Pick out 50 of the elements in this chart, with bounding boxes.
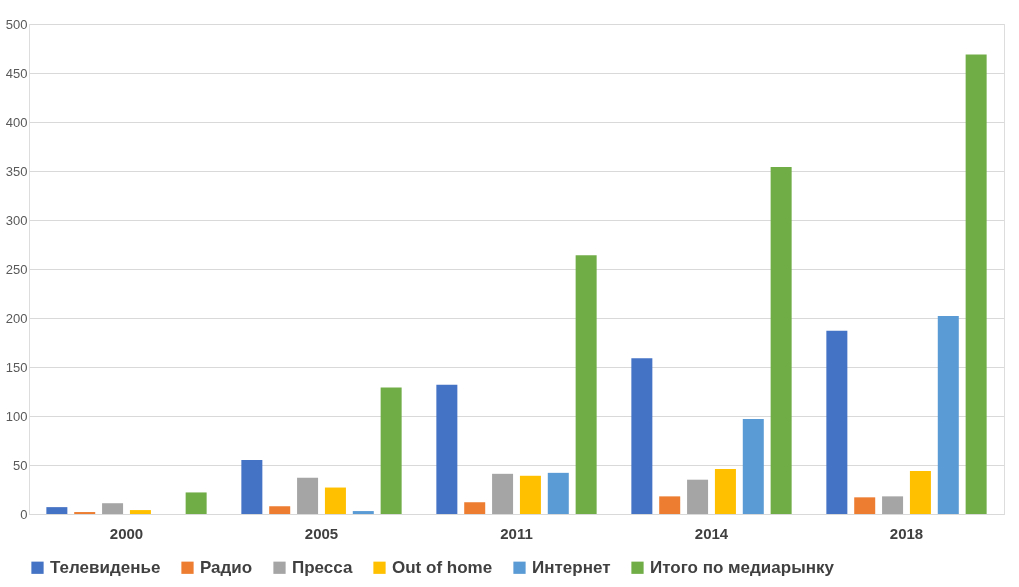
y-tick-label: 150 bbox=[5, 359, 28, 375]
bar bbox=[297, 477, 319, 514]
y-tick-label: 50 bbox=[13, 457, 28, 473]
x-tick-label: 2014 bbox=[694, 524, 729, 542]
y-tick-label: 300 bbox=[5, 212, 28, 228]
bar bbox=[909, 470, 931, 514]
bar bbox=[575, 255, 597, 514]
bar bbox=[324, 487, 346, 514]
legend-label: Телевиденье bbox=[50, 557, 161, 577]
y-tick-label: 350 bbox=[5, 163, 28, 179]
bar bbox=[464, 502, 486, 514]
bar bbox=[770, 167, 792, 514]
y-tick-label: 200 bbox=[5, 310, 28, 326]
bar bbox=[826, 330, 848, 514]
legend-label: Итого по медиарынку bbox=[650, 557, 835, 577]
y-tick-label: 400 bbox=[5, 114, 28, 130]
bar bbox=[46, 507, 68, 514]
bar bbox=[352, 511, 374, 514]
y-tick-label: 100 bbox=[5, 408, 28, 424]
bar bbox=[965, 54, 987, 514]
x-tick-label: 2011 bbox=[500, 524, 533, 542]
x-tick-label: 2005 bbox=[304, 524, 339, 542]
legend-label: Out of home bbox=[392, 557, 493, 577]
x-tick-label: 2000 bbox=[109, 524, 144, 542]
bar bbox=[854, 497, 876, 514]
bar bbox=[659, 496, 681, 514]
legend-label: Радио bbox=[200, 557, 253, 577]
y-tick-label: 500 bbox=[5, 16, 28, 32]
bar bbox=[492, 473, 514, 514]
bar bbox=[380, 387, 402, 514]
bar bbox=[185, 492, 207, 514]
bar bbox=[937, 316, 959, 514]
bar bbox=[519, 475, 541, 514]
bar bbox=[102, 503, 124, 514]
bar bbox=[436, 384, 458, 514]
bar bbox=[547, 472, 569, 514]
legend-label: Пресса bbox=[292, 557, 353, 577]
bar bbox=[714, 468, 736, 514]
bar bbox=[241, 460, 263, 514]
bar bbox=[269, 506, 291, 514]
y-tick-label: 450 bbox=[5, 65, 28, 81]
bar bbox=[631, 358, 653, 514]
bar bbox=[687, 479, 709, 514]
bar bbox=[129, 510, 151, 514]
y-tick-label: 0 bbox=[20, 506, 28, 522]
bar bbox=[882, 496, 904, 514]
bar bbox=[742, 418, 764, 514]
y-tick-label: 250 bbox=[5, 261, 28, 277]
legend-label: Интернет bbox=[532, 557, 611, 577]
x-tick-label: 2018 bbox=[889, 524, 924, 542]
